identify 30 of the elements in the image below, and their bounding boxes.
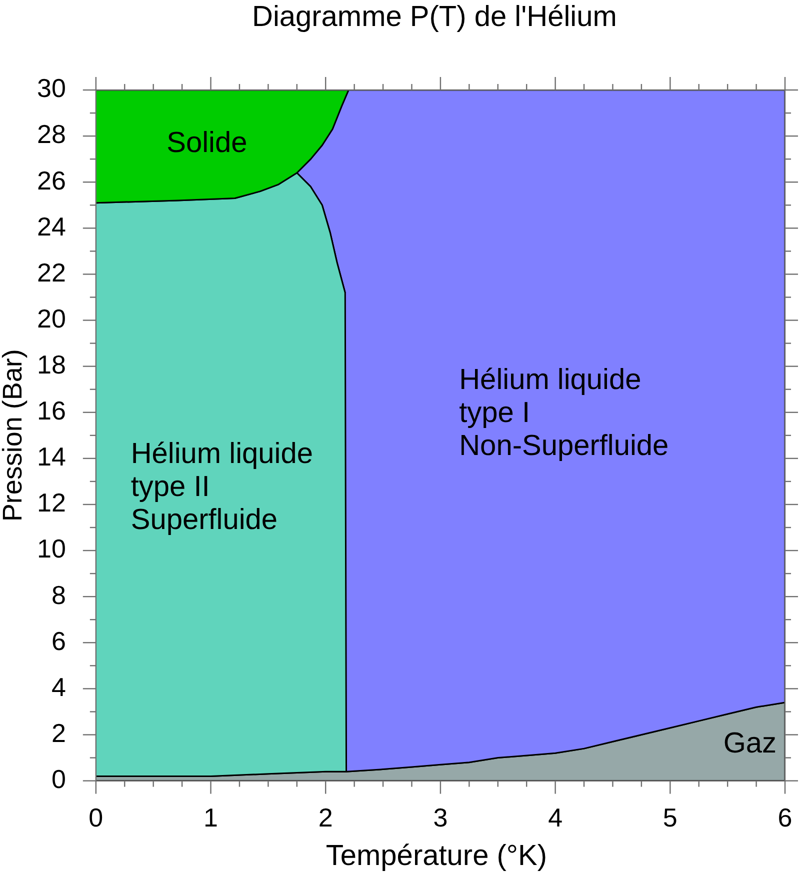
y-tick-label: 12 — [37, 488, 66, 518]
y-tick-label: 24 — [37, 211, 66, 242]
y-tick-label: 4 — [51, 672, 66, 702]
x-tick-label: 1 — [204, 802, 218, 833]
y-tick-label: 2 — [51, 718, 66, 748]
y-tick-label: 18 — [37, 349, 66, 380]
y-tick-label: 8 — [51, 580, 66, 610]
y-tick-label: 30 — [37, 73, 66, 104]
y-tick-label: 20 — [37, 303, 66, 334]
y-tick-label: 14 — [37, 442, 66, 472]
y-tick-label: 28 — [37, 119, 66, 150]
x-tick-label: 5 — [662, 802, 678, 833]
x-tick-label: 3 — [433, 802, 448, 833]
y-tick-label: 0 — [51, 764, 66, 794]
x-tick-label: 6 — [778, 802, 792, 833]
series-label: Hélium liquide type I Non-Superfluide — [459, 364, 669, 462]
x-tick-label: 2 — [318, 802, 333, 833]
y-tick-label: 6 — [51, 626, 66, 656]
x-tick-label: 0 — [88, 802, 104, 833]
series-label: Gaz — [723, 728, 777, 760]
y-axis-title: Pression (Bar) — [0, 349, 28, 522]
x-axis-title: Température (°K) — [326, 840, 548, 872]
y-tick-label: 16 — [37, 396, 66, 426]
series-label: Solide — [166, 127, 248, 159]
series-label: Hélium liquide type II Superfluide — [130, 438, 314, 536]
y-tick-label: 10 — [37, 534, 66, 564]
y-tick-label: 26 — [37, 165, 66, 196]
y-tick-label: 22 — [37, 257, 66, 288]
x-tick-label: 4 — [548, 802, 563, 833]
chart-title: Diagramme P(T) de l'Hélium — [252, 1, 617, 33]
